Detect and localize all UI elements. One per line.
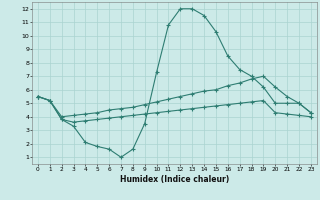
X-axis label: Humidex (Indice chaleur): Humidex (Indice chaleur) [120,175,229,184]
